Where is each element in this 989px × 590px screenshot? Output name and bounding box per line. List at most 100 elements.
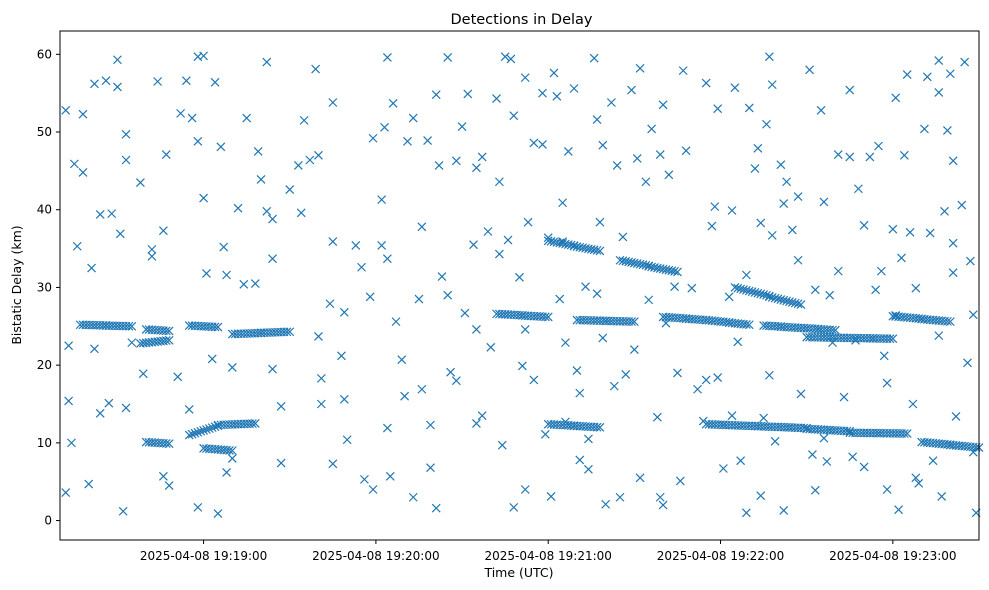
track-marker	[161, 326, 171, 336]
track-marker	[540, 312, 550, 322]
data-marker	[377, 241, 387, 250]
data-marker	[113, 82, 122, 92]
data-marker	[227, 453, 237, 463]
y-tick-label: 60	[37, 47, 52, 61]
data-marker	[520, 485, 530, 494]
data-marker	[934, 87, 944, 97]
data-marker	[268, 214, 277, 224]
data-marker	[500, 52, 510, 62]
data-marker	[647, 124, 657, 134]
track-marker	[741, 285, 751, 295]
data-marker	[153, 77, 163, 86]
data-marker	[606, 98, 616, 107]
data-marker	[793, 192, 803, 201]
data-marker	[833, 266, 843, 276]
data-marker	[397, 355, 407, 365]
data-marker	[968, 310, 978, 320]
data-marker	[69, 159, 79, 169]
data-marker	[253, 147, 263, 156]
data-marker	[147, 251, 157, 261]
data-marker	[756, 218, 766, 228]
data-marker	[391, 317, 401, 327]
data-marker	[469, 240, 478, 250]
data-marker	[276, 401, 286, 411]
data-marker	[808, 450, 817, 459]
data-marker	[213, 509, 223, 519]
data-marker	[767, 80, 777, 90]
data-marker	[871, 285, 881, 295]
x-axis-label: Time (UTC)	[483, 565, 553, 580]
data-marker	[520, 73, 530, 83]
data-marker	[851, 335, 860, 345]
x-tick-label: 2025-04-08 19:19:00	[140, 549, 267, 563]
track-marker	[196, 426, 206, 436]
data-marker	[95, 209, 105, 219]
data-marker	[911, 473, 921, 483]
data-marker	[701, 375, 711, 385]
track-marker	[790, 298, 800, 308]
data-marker	[960, 57, 970, 67]
track-marker	[204, 424, 214, 433]
data-marker	[592, 289, 602, 299]
data-marker	[882, 485, 892, 494]
data-marker	[460, 308, 470, 318]
data-marker	[793, 255, 803, 265]
data-marker	[764, 52, 774, 62]
data-marker	[641, 177, 651, 187]
data-marker	[147, 244, 157, 254]
data-marker	[859, 220, 869, 230]
track-marker	[193, 427, 203, 437]
data-marker	[382, 423, 392, 433]
data-marker	[655, 492, 665, 502]
data-marker	[250, 279, 260, 288]
data-marker	[736, 456, 746, 466]
data-marker	[107, 209, 117, 219]
data-marker	[816, 105, 826, 115]
data-marker	[874, 141, 883, 151]
track-marker	[566, 240, 576, 250]
data-marker	[368, 485, 378, 494]
data-marker	[408, 113, 418, 123]
data-marker	[552, 91, 562, 101]
data-marker	[262, 206, 272, 216]
data-marker	[922, 72, 932, 82]
data-marker	[925, 228, 935, 238]
data-marker	[968, 447, 978, 457]
y-tick-label: 0	[44, 514, 52, 528]
data-marker	[899, 150, 909, 160]
data-marker	[115, 229, 125, 239]
data-marker	[408, 492, 418, 502]
data-marker	[561, 338, 570, 348]
data-marker	[417, 222, 427, 232]
data-marker	[184, 405, 194, 414]
data-marker	[339, 307, 349, 317]
track-marker	[762, 290, 771, 300]
data-marker	[471, 163, 481, 173]
x-tick-label: 2025-04-08 19:22:00	[657, 549, 784, 563]
data-marker	[942, 126, 952, 135]
data-marker	[64, 396, 74, 406]
data-marker	[84, 479, 94, 489]
data-marker	[509, 502, 519, 512]
data-marker	[888, 224, 898, 234]
data-marker	[538, 140, 547, 149]
data-marker	[569, 84, 579, 93]
data-marker	[698, 416, 708, 426]
data-marker	[727, 206, 737, 215]
data-marker	[61, 105, 71, 115]
data-marker	[741, 270, 751, 280]
data-marker	[733, 337, 743, 347]
track-marker	[184, 430, 194, 440]
data-marker	[509, 111, 519, 121]
track-marker	[210, 322, 220, 332]
data-marker	[305, 155, 315, 165]
data-marker	[193, 502, 203, 512]
data-marker	[845, 85, 855, 95]
track-marker	[595, 246, 605, 256]
data-marker	[316, 399, 326, 409]
data-marker	[164, 481, 174, 491]
data-marker	[905, 227, 915, 237]
data-marker	[945, 69, 955, 79]
data-marker	[563, 147, 573, 156]
